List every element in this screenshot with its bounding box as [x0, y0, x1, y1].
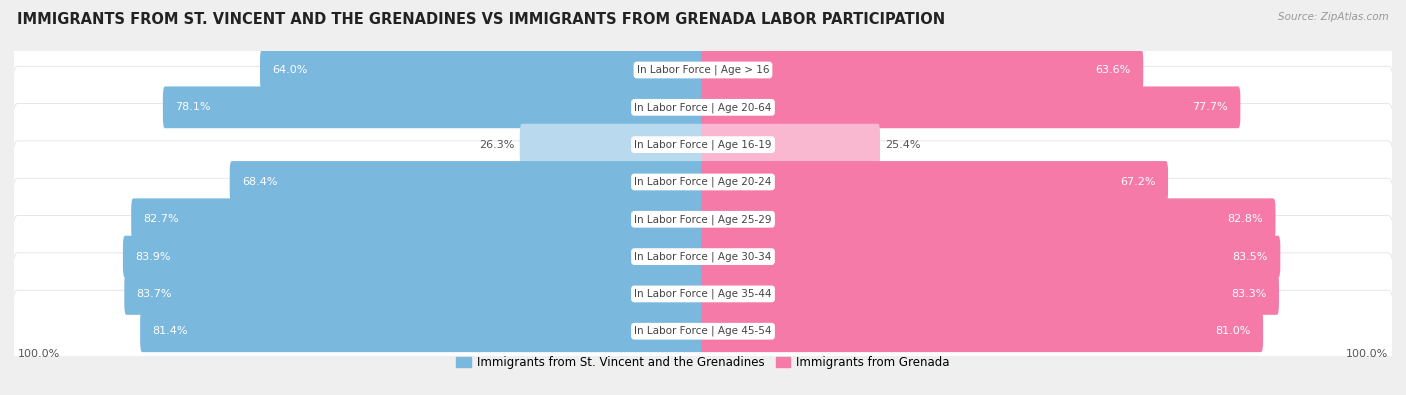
FancyBboxPatch shape	[141, 310, 704, 352]
Text: 26.3%: 26.3%	[479, 140, 515, 150]
FancyBboxPatch shape	[520, 124, 704, 166]
FancyBboxPatch shape	[13, 178, 1393, 260]
Text: 25.4%: 25.4%	[884, 140, 921, 150]
FancyBboxPatch shape	[13, 216, 1393, 298]
Text: 63.6%: 63.6%	[1095, 65, 1130, 75]
Text: 67.2%: 67.2%	[1121, 177, 1156, 187]
FancyBboxPatch shape	[13, 141, 1393, 223]
Text: In Labor Force | Age 30-34: In Labor Force | Age 30-34	[634, 251, 772, 262]
Text: 83.9%: 83.9%	[135, 252, 170, 261]
Text: 83.7%: 83.7%	[136, 289, 172, 299]
Legend: Immigrants from St. Vincent and the Grenadines, Immigrants from Grenada: Immigrants from St. Vincent and the Gren…	[451, 352, 955, 374]
FancyBboxPatch shape	[702, 124, 880, 166]
FancyBboxPatch shape	[13, 103, 1393, 186]
FancyBboxPatch shape	[260, 49, 704, 91]
Text: 100.0%: 100.0%	[1347, 350, 1389, 359]
Text: 81.4%: 81.4%	[152, 326, 188, 336]
FancyBboxPatch shape	[13, 253, 1393, 335]
FancyBboxPatch shape	[131, 198, 704, 240]
Text: 83.5%: 83.5%	[1233, 252, 1268, 261]
FancyBboxPatch shape	[702, 198, 1275, 240]
Text: 81.0%: 81.0%	[1215, 326, 1251, 336]
FancyBboxPatch shape	[163, 87, 704, 128]
Text: In Labor Force | Age 20-24: In Labor Force | Age 20-24	[634, 177, 772, 187]
Text: In Labor Force | Age 35-44: In Labor Force | Age 35-44	[634, 289, 772, 299]
Text: In Labor Force | Age 20-64: In Labor Force | Age 20-64	[634, 102, 772, 113]
FancyBboxPatch shape	[124, 273, 704, 315]
Text: In Labor Force | Age 25-29: In Labor Force | Age 25-29	[634, 214, 772, 224]
FancyBboxPatch shape	[13, 290, 1393, 372]
Text: IMMIGRANTS FROM ST. VINCENT AND THE GRENADINES VS IMMIGRANTS FROM GRENADA LABOR : IMMIGRANTS FROM ST. VINCENT AND THE GREN…	[17, 12, 945, 27]
Text: 77.7%: 77.7%	[1192, 102, 1227, 112]
FancyBboxPatch shape	[702, 236, 1281, 278]
FancyBboxPatch shape	[13, 66, 1393, 149]
Text: 82.7%: 82.7%	[143, 214, 179, 224]
Text: In Labor Force | Age > 16: In Labor Force | Age > 16	[637, 65, 769, 75]
FancyBboxPatch shape	[702, 49, 1143, 91]
FancyBboxPatch shape	[122, 236, 704, 278]
Text: 83.3%: 83.3%	[1232, 289, 1267, 299]
FancyBboxPatch shape	[702, 161, 1168, 203]
Text: 68.4%: 68.4%	[242, 177, 277, 187]
Text: 78.1%: 78.1%	[176, 102, 211, 112]
Text: 82.8%: 82.8%	[1227, 214, 1263, 224]
Text: In Labor Force | Age 16-19: In Labor Force | Age 16-19	[634, 139, 772, 150]
Text: 100.0%: 100.0%	[17, 350, 59, 359]
FancyBboxPatch shape	[702, 273, 1279, 315]
FancyBboxPatch shape	[229, 161, 704, 203]
Text: 64.0%: 64.0%	[273, 65, 308, 75]
Text: In Labor Force | Age 45-54: In Labor Force | Age 45-54	[634, 326, 772, 337]
FancyBboxPatch shape	[702, 87, 1240, 128]
Text: Source: ZipAtlas.com: Source: ZipAtlas.com	[1278, 12, 1389, 22]
FancyBboxPatch shape	[13, 29, 1393, 111]
FancyBboxPatch shape	[702, 310, 1263, 352]
